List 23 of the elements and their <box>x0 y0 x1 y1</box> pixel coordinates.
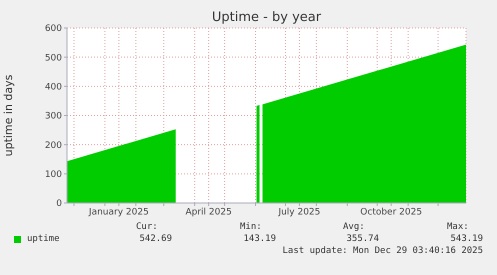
y-tick-label: 200 <box>44 140 62 151</box>
y-tick-label: 500 <box>44 53 62 64</box>
text: 355.74 <box>346 234 379 244</box>
y-tick-label: 600 <box>44 24 62 34</box>
text: Min: <box>240 222 262 232</box>
y-tick-label: 400 <box>44 82 62 93</box>
text: 143.19 <box>243 234 276 244</box>
x-tick-label: October 2025 <box>360 207 422 218</box>
chart-title: Uptime - by year <box>210 10 322 25</box>
text: Last update: Mon Dec 29 03:40:16 2025 <box>282 246 483 256</box>
y-tick-label: 0 <box>56 199 62 210</box>
x-tick-label: April 2025 <box>185 207 232 218</box>
text: 542.69 <box>139 234 172 244</box>
text: 543.19 <box>450 234 483 244</box>
y-tick-label: 100 <box>44 170 62 180</box>
text: Cur: <box>136 222 158 232</box>
y-tick-label: 300 <box>44 112 62 122</box>
legend-label: uptime <box>27 234 60 244</box>
x-tick-label: January 2025 <box>88 207 149 218</box>
text: Avg: <box>343 222 365 232</box>
y-axis-title: uptime in days <box>2 74 15 156</box>
text: Max: <box>447 222 469 232</box>
x-tick-label: July 2025 <box>277 207 320 218</box>
